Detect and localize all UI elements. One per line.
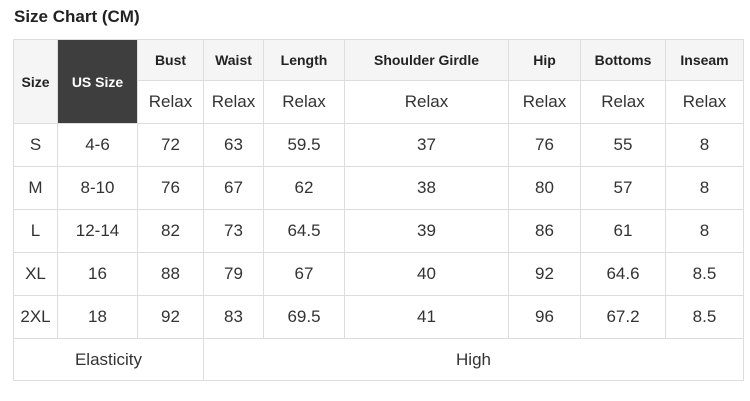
column-header-length: Length xyxy=(263,39,345,81)
cell-length: 67 xyxy=(263,252,345,296)
cell-size: L xyxy=(13,209,58,253)
cell-bust: 92 xyxy=(137,295,204,339)
column-header-size: Size xyxy=(13,39,58,124)
cell-us-size: 18 xyxy=(57,295,138,339)
fit-label-cell-hip: Relax xyxy=(508,80,581,124)
cell-shoulder-girdle: 39 xyxy=(344,209,509,253)
cell-us-size: 16 xyxy=(57,252,138,296)
cell-bottoms: 55 xyxy=(580,123,666,167)
cell-bottoms: 64.6 xyxy=(580,252,666,296)
column-header-us-size: US Size xyxy=(57,39,138,124)
cell-waist: 83 xyxy=(203,295,264,339)
column-header-hip: Hip xyxy=(508,39,581,81)
cell-waist: 73 xyxy=(203,209,264,253)
elasticity-row: Elasticity High xyxy=(13,338,744,381)
cell-size: M xyxy=(13,166,58,210)
cell-bottoms: 67.2 xyxy=(580,295,666,339)
fit-label-cell-bottoms: Relax xyxy=(580,80,666,124)
elasticity-label-cell: Elasticity xyxy=(13,338,204,381)
fit-label-cell-length: Relax xyxy=(263,80,345,124)
cell-bottoms: 57 xyxy=(580,166,666,210)
column-header-waist: Waist xyxy=(203,39,264,81)
fit-label-cell-shoulder-girdle: Relax xyxy=(344,80,509,124)
cell-shoulder-girdle: 41 xyxy=(344,295,509,339)
cell-waist: 79 xyxy=(203,252,264,296)
cell-us-size: 8-10 xyxy=(57,166,138,210)
cell-hip: 92 xyxy=(508,252,581,296)
cell-shoulder-girdle: 37 xyxy=(344,123,509,167)
table-row: M 8-10 76 67 62 38 80 57 8 xyxy=(13,166,744,210)
fit-label-cell-bust: Relax xyxy=(137,80,204,124)
cell-hip: 80 xyxy=(508,166,581,210)
elasticity-value-cell: High xyxy=(203,338,744,381)
cell-inseam: 8 xyxy=(665,166,744,210)
fit-label-cell-waist: Relax xyxy=(203,80,264,124)
cell-waist: 63 xyxy=(203,123,264,167)
cell-length: 59.5 xyxy=(263,123,345,167)
cell-size: S xyxy=(13,123,58,167)
table-row: XL 16 88 79 67 40 92 64.6 8.5 xyxy=(13,252,744,296)
column-header-bottoms: Bottoms xyxy=(580,39,666,81)
size-table-body: S 4-6 72 63 59.5 37 76 55 8 M 8-10 76 67 62 38 80 57 8 L 12… xyxy=(13,123,744,339)
fit-label-cell-inseam: Relax xyxy=(665,80,744,124)
cell-us-size: 12-14 xyxy=(57,209,138,253)
cell-length: 62 xyxy=(263,166,345,210)
size-chart-page: Size Chart (CM) Size US Size Bust Waist … xyxy=(13,7,744,381)
cell-shoulder-girdle: 40 xyxy=(344,252,509,296)
cell-inseam: 8 xyxy=(665,123,744,167)
table-row: L 12-14 82 73 64.5 39 86 61 8 xyxy=(13,209,744,253)
cell-waist: 67 xyxy=(203,166,264,210)
page-title: Size Chart (CM) xyxy=(14,7,140,26)
cell-shoulder-girdle: 38 xyxy=(344,166,509,210)
cell-inseam: 8 xyxy=(665,209,744,253)
cell-bust: 72 xyxy=(137,123,204,167)
table-row: 2XL 18 92 83 69.5 41 96 67.2 8.5 xyxy=(13,295,744,339)
size-chart-table: Size US Size Bust Waist Length Shoulder … xyxy=(13,39,744,381)
cell-size: 2XL xyxy=(13,295,58,339)
header-row-labels: Size US Size Bust Waist Length Shoulder … xyxy=(13,39,744,124)
cell-bust: 88 xyxy=(137,252,204,296)
column-header-inseam: Inseam xyxy=(665,39,744,81)
cell-hip: 86 xyxy=(508,209,581,253)
cell-length: 69.5 xyxy=(263,295,345,339)
cell-inseam: 8.5 xyxy=(665,252,744,296)
cell-hip: 76 xyxy=(508,123,581,167)
cell-size: XL xyxy=(13,252,58,296)
cell-inseam: 8.5 xyxy=(665,295,744,339)
table-row: S 4-6 72 63 59.5 37 76 55 8 xyxy=(13,123,744,167)
cell-bust: 76 xyxy=(137,166,204,210)
column-header-shoulder-girdle: Shoulder Girdle xyxy=(344,39,509,81)
cell-hip: 96 xyxy=(508,295,581,339)
cell-length: 64.5 xyxy=(263,209,345,253)
cell-us-size: 4-6 xyxy=(57,123,138,167)
header-row-fit: Relax Relax Relax Relax Relax Relax Rela… xyxy=(14,80,744,124)
column-header-bust: Bust xyxy=(137,39,204,81)
cell-bottoms: 61 xyxy=(580,209,666,253)
cell-bust: 82 xyxy=(137,209,204,253)
